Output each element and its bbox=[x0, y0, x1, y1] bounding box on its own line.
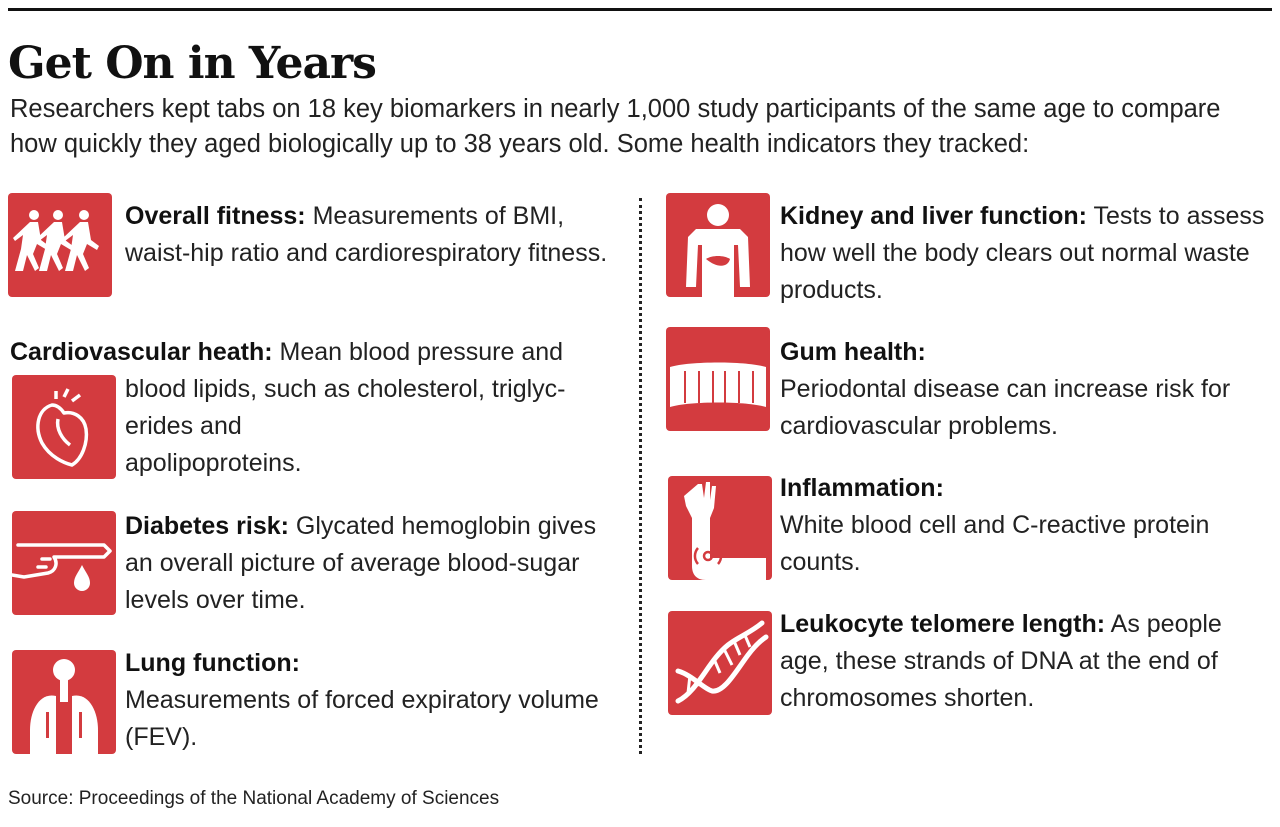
item-label: Lung function: bbox=[125, 649, 300, 677]
column-divider bbox=[639, 198, 642, 754]
top-rule bbox=[8, 8, 1272, 11]
item-telomere: Leukocyte telomere length: As people age… bbox=[780, 606, 1275, 717]
dna-icon bbox=[668, 611, 772, 715]
item-kidney: Kidney and liver function: Tests to asse… bbox=[780, 198, 1270, 309]
lungs-icon bbox=[12, 650, 116, 754]
item-label: Gum health: bbox=[780, 338, 926, 366]
torso-organs-icon bbox=[666, 193, 770, 297]
item-text: Mean blood pressure and bbox=[272, 338, 564, 366]
item-text: Measurements of forced expiratory volume… bbox=[125, 686, 599, 751]
runners-icon bbox=[8, 193, 112, 297]
item-text: Glycated hemoglobin gives an overall pic… bbox=[125, 512, 597, 614]
item-label: Leukocyte telomere length: bbox=[780, 610, 1106, 638]
item-text: White blood cell and C-reactive protein … bbox=[780, 511, 1210, 576]
item-cardio-line3: erides and bbox=[125, 412, 242, 440]
heart-icon bbox=[12, 375, 116, 479]
item-label: Kidney and liver function: bbox=[780, 202, 1087, 230]
page-title: Get On in Years bbox=[8, 38, 377, 89]
item-fitness: Overall fitness: Measurements of BMI, wa… bbox=[125, 198, 625, 272]
item-text: Tests to assess how well the body clears… bbox=[780, 202, 1265, 304]
item-label: Cardiovascular heath: bbox=[10, 338, 273, 366]
item-gum: Gum health: Periodontal disease can incre… bbox=[780, 334, 1270, 445]
item-cardio-line2: blood lipids, such as cholesterol, trigl… bbox=[125, 375, 566, 403]
item-cardio-line1: Cardiovascular heath: Mean blood pressur… bbox=[10, 334, 630, 371]
intro-text: Researchers kept tabs on 18 key biomarke… bbox=[10, 95, 1221, 158]
item-label: Overall fitness: bbox=[125, 202, 306, 230]
item-lung: Lung function: Measurements of forced exp… bbox=[125, 645, 625, 756]
finger-prick-icon bbox=[12, 511, 116, 615]
item-label: Diabetes risk: bbox=[125, 512, 289, 540]
item-text: Measurements of BMI, waist-hip ratio and… bbox=[125, 202, 608, 267]
item-text: As people age, these strands of DNA at t… bbox=[780, 610, 1222, 712]
item-diabetes: Diabetes risk: Glycated hemoglobin gives… bbox=[125, 508, 625, 619]
source-note: Source: Proceedings of the National Acad… bbox=[8, 788, 500, 809]
item-inflammation: Inflammation: White blood cell and C-reac… bbox=[780, 470, 1270, 581]
item-cardio-line4: apolipoproteins. bbox=[125, 449, 302, 477]
item-text: Periodontal disease can increase risk fo… bbox=[780, 375, 1231, 440]
teeth-icon bbox=[666, 327, 770, 431]
item-label: Inflammation: bbox=[780, 474, 944, 502]
inflamed-arm-icon bbox=[668, 476, 772, 580]
